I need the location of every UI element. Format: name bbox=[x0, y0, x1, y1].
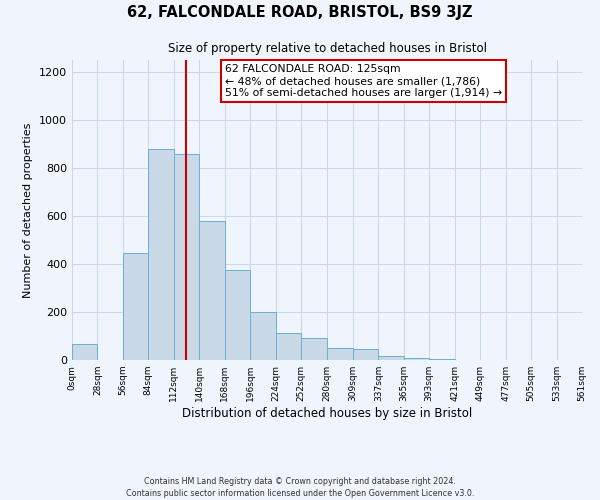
Bar bbox=[275, 333, 301, 360]
Bar bbox=[301, 338, 326, 360]
Bar bbox=[123, 253, 148, 360]
Text: 62, FALCONDALE ROAD, BRISTOL, BS9 3JZ: 62, FALCONDALE ROAD, BRISTOL, BS9 3JZ bbox=[127, 5, 473, 20]
Bar bbox=[199, 222, 225, 360]
Bar bbox=[379, 356, 404, 360]
Bar bbox=[429, 359, 455, 360]
X-axis label: Distribution of detached houses by size in Bristol: Distribution of detached houses by size … bbox=[182, 407, 472, 420]
Text: 62 FALCONDALE ROAD: 125sqm
← 48% of detached houses are smaller (1,786)
51% of s: 62 FALCONDALE ROAD: 125sqm ← 48% of deta… bbox=[225, 64, 502, 98]
Bar bbox=[174, 154, 199, 360]
Text: Contains HM Land Registry data © Crown copyright and database right 2024.
Contai: Contains HM Land Registry data © Crown c… bbox=[126, 476, 474, 498]
Bar bbox=[225, 270, 250, 360]
Title: Size of property relative to detached houses in Bristol: Size of property relative to detached ho… bbox=[167, 42, 487, 54]
Y-axis label: Number of detached properties: Number of detached properties bbox=[23, 122, 34, 298]
Bar bbox=[353, 349, 379, 360]
Bar bbox=[404, 358, 429, 360]
Bar bbox=[326, 348, 353, 360]
Bar bbox=[148, 149, 174, 360]
Bar bbox=[250, 312, 275, 360]
Bar bbox=[72, 344, 97, 360]
